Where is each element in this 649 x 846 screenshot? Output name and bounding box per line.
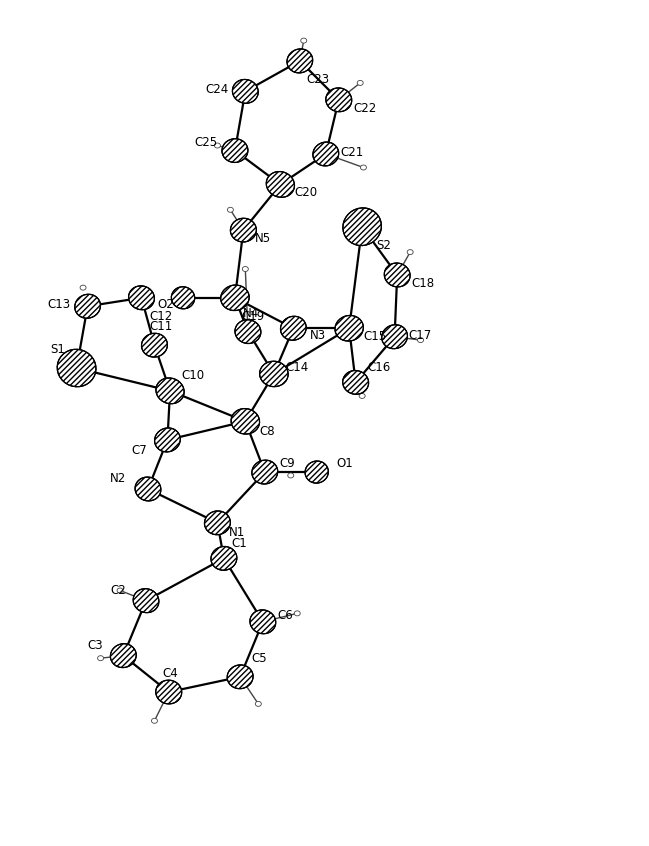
Text: C11: C11: [149, 320, 173, 333]
Ellipse shape: [227, 207, 234, 212]
Ellipse shape: [294, 611, 300, 616]
Text: C3: C3: [88, 639, 103, 652]
Ellipse shape: [305, 461, 328, 483]
Ellipse shape: [156, 378, 184, 404]
Ellipse shape: [300, 38, 307, 43]
Ellipse shape: [242, 266, 249, 272]
Text: C4: C4: [162, 667, 178, 680]
Ellipse shape: [214, 143, 221, 148]
Ellipse shape: [141, 333, 167, 357]
Text: S1: S1: [51, 343, 66, 356]
Ellipse shape: [287, 49, 313, 73]
Ellipse shape: [359, 393, 365, 398]
Text: C17: C17: [409, 328, 432, 342]
Text: C20: C20: [295, 186, 318, 200]
Ellipse shape: [171, 287, 195, 309]
Ellipse shape: [117, 588, 123, 593]
Ellipse shape: [382, 325, 408, 349]
Ellipse shape: [110, 644, 136, 667]
Ellipse shape: [252, 460, 278, 484]
Ellipse shape: [313, 142, 339, 166]
Ellipse shape: [417, 338, 424, 343]
Ellipse shape: [230, 218, 256, 242]
Text: N3: N3: [310, 328, 326, 342]
Ellipse shape: [133, 589, 159, 613]
Text: C12: C12: [149, 310, 173, 323]
Ellipse shape: [343, 371, 369, 394]
Ellipse shape: [266, 172, 295, 197]
Ellipse shape: [57, 349, 96, 387]
Ellipse shape: [156, 680, 182, 704]
Text: C23: C23: [306, 73, 330, 86]
Text: C10: C10: [182, 369, 205, 382]
Ellipse shape: [211, 547, 237, 570]
Ellipse shape: [235, 320, 261, 343]
Ellipse shape: [154, 428, 180, 452]
Text: C21: C21: [340, 146, 363, 159]
Ellipse shape: [288, 473, 294, 478]
Ellipse shape: [260, 361, 288, 387]
Ellipse shape: [75, 294, 101, 318]
Ellipse shape: [357, 80, 363, 85]
Text: C8: C8: [260, 425, 275, 438]
Text: N5: N5: [255, 232, 271, 245]
Text: C14: C14: [286, 360, 309, 374]
Text: C7: C7: [132, 443, 147, 457]
Text: S2: S2: [376, 239, 391, 252]
Ellipse shape: [326, 88, 352, 112]
Ellipse shape: [360, 165, 367, 170]
Ellipse shape: [232, 80, 258, 103]
Text: C19: C19: [241, 310, 265, 323]
Ellipse shape: [250, 610, 276, 634]
Text: C16: C16: [367, 360, 391, 374]
Text: C15: C15: [363, 330, 387, 343]
Text: N2: N2: [110, 472, 127, 486]
Text: C2: C2: [110, 584, 126, 597]
Text: C9: C9: [279, 457, 295, 470]
Text: C13: C13: [47, 298, 71, 311]
Ellipse shape: [280, 316, 306, 340]
Ellipse shape: [343, 208, 382, 245]
Text: C5: C5: [252, 651, 267, 665]
Text: N1: N1: [229, 526, 245, 540]
Ellipse shape: [129, 286, 154, 310]
Ellipse shape: [151, 718, 158, 723]
Text: C18: C18: [411, 277, 435, 290]
Ellipse shape: [255, 701, 262, 706]
Ellipse shape: [97, 656, 104, 661]
Text: C6: C6: [277, 608, 293, 622]
Text: O1: O1: [336, 457, 353, 470]
Ellipse shape: [80, 285, 86, 290]
Text: O2: O2: [157, 298, 174, 311]
Ellipse shape: [221, 285, 249, 310]
Ellipse shape: [204, 511, 230, 535]
Ellipse shape: [135, 477, 161, 501]
Text: C1: C1: [232, 536, 247, 550]
Ellipse shape: [222, 139, 248, 162]
Ellipse shape: [407, 250, 413, 255]
Text: N4: N4: [243, 306, 259, 320]
Ellipse shape: [227, 665, 253, 689]
Text: C25: C25: [195, 135, 218, 149]
Text: C22: C22: [353, 102, 376, 115]
Ellipse shape: [231, 409, 260, 434]
Ellipse shape: [335, 316, 363, 341]
Ellipse shape: [384, 263, 410, 287]
Text: C24: C24: [205, 83, 228, 96]
